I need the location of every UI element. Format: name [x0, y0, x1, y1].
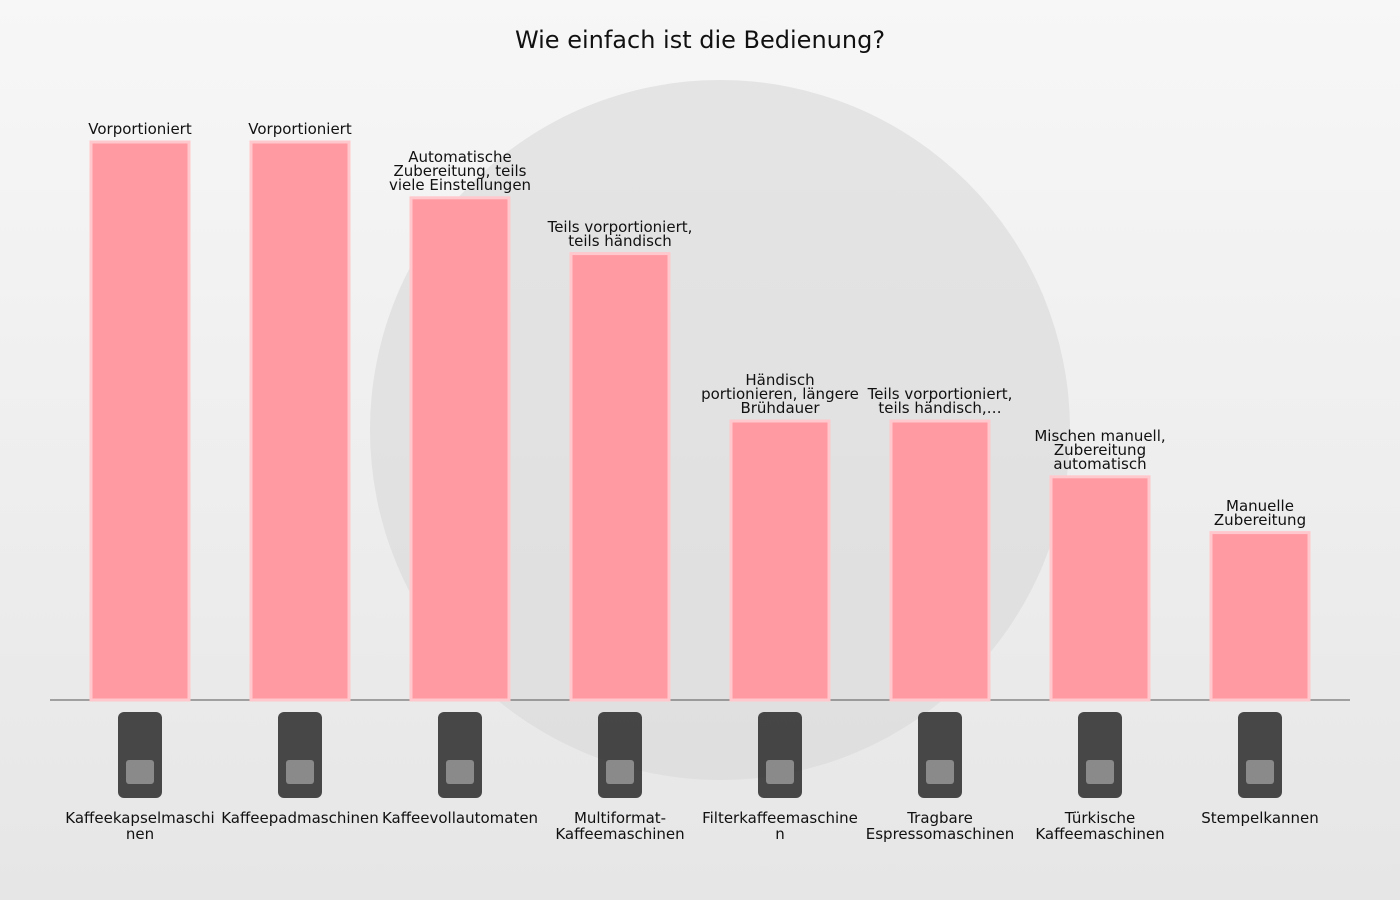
bar-annotation: Vorportioniert [88, 120, 192, 138]
bar [569, 252, 671, 702]
bar [89, 140, 191, 702]
product-image-detail [126, 760, 154, 784]
bar-annotation: Vorportioniert [248, 120, 352, 138]
bar-annotation: Mischen manuell, Zubereitung automatisch [1034, 426, 1166, 473]
bar [729, 419, 831, 702]
product-image-detail [606, 760, 634, 784]
bar-annotation: Automatische Zubereitung, teils viele Ei… [388, 147, 532, 194]
product-image-detail [1086, 760, 1114, 784]
x-tick-label: Kaffeepadmaschinen [221, 809, 379, 827]
product-image-detail [286, 760, 314, 784]
x-tick-label: Tragbare Espressomaschinen [865, 809, 1015, 843]
bar [1209, 531, 1311, 702]
product-image-detail [446, 760, 474, 784]
product-image-detail [766, 760, 794, 784]
bar-annotation: Teils vorportioniert, teils händisch [547, 217, 693, 250]
product-image [1078, 712, 1122, 798]
product-image-detail [1246, 760, 1274, 784]
chart-title: Wie einfach ist die Bedienung? [514, 26, 886, 54]
x-tick-label: Multiformat-Kaffeemaschinen [555, 809, 685, 843]
bar-annotation: Händisch portionieren, längere Brühdauer [701, 371, 859, 417]
bar [889, 419, 991, 702]
bar [1049, 475, 1151, 702]
product-image [1238, 712, 1282, 798]
product-image-detail [926, 760, 954, 784]
bar [249, 140, 351, 702]
product-image [278, 712, 322, 798]
product-image [438, 712, 482, 798]
x-tick-label: Türkische Kaffeemaschinen [1035, 809, 1165, 843]
x-tick-label: Kaffeevollautomaten [381, 809, 539, 827]
bar-annotation: Manuelle Zubereitung [1213, 496, 1307, 529]
x-tick-label: Kaffeekapselmaschinen [65, 809, 215, 843]
product-image [758, 712, 802, 798]
bar-annotation: Teils vorportioniert, teils händisch,… [867, 385, 1013, 417]
x-tick-label: Stempelkannen [1201, 809, 1319, 827]
x-tick-label: Filterkaffeemaschinen [702, 809, 858, 843]
bar [409, 196, 511, 702]
product-image [118, 712, 162, 798]
product-image [918, 712, 962, 798]
product-image [598, 712, 642, 798]
